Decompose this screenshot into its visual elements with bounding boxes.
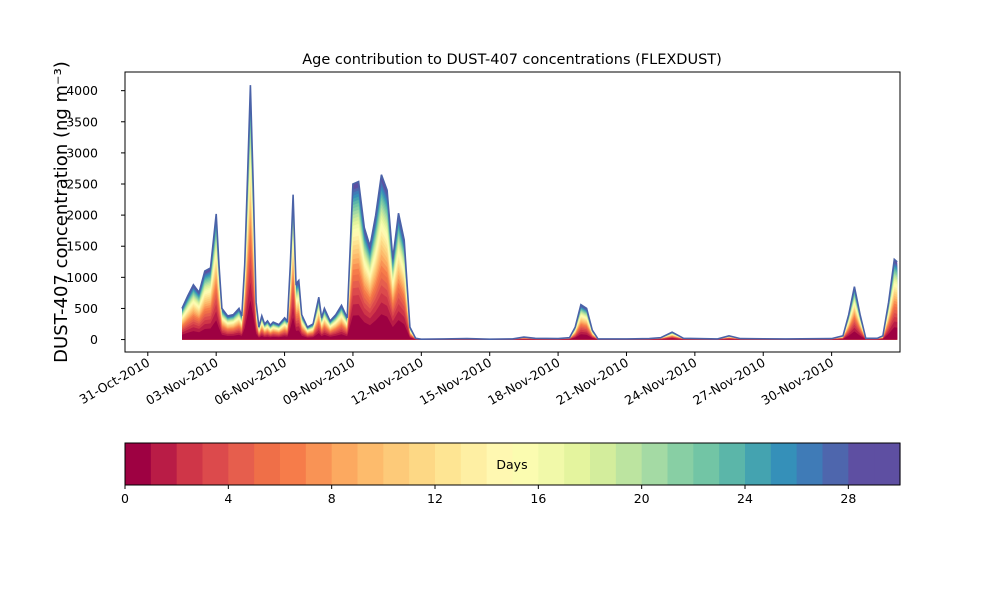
x-tick-label: 21-Nov-2010 bbox=[553, 355, 631, 408]
colorbar-swatch bbox=[719, 443, 746, 485]
colorbar-swatch bbox=[615, 443, 643, 485]
colorbar-swatch bbox=[512, 443, 539, 485]
colorbar-swatch bbox=[125, 443, 152, 485]
age-stacked-areas bbox=[182, 85, 898, 340]
colorbar-swatch bbox=[693, 443, 720, 485]
plot-frame bbox=[124, 71, 901, 353]
colorbar-swatch bbox=[848, 443, 875, 485]
colorbar-frame bbox=[124, 442, 901, 486]
colorbar-swatch bbox=[409, 443, 436, 485]
colorbar-swatch bbox=[564, 443, 591, 485]
colorbar-swatch bbox=[331, 443, 359, 485]
colorbar-swatch bbox=[796, 443, 824, 485]
colorbar-swatch bbox=[486, 443, 514, 485]
y-tick-label: 2500 bbox=[66, 177, 98, 192]
y-tick-label: 3000 bbox=[66, 145, 98, 160]
colorbar-swatch bbox=[202, 443, 229, 485]
colorbar-tick-label: 4 bbox=[224, 491, 232, 506]
colorbar-swatch bbox=[822, 443, 849, 485]
colorbar-tick-label: 0 bbox=[121, 491, 129, 506]
colorbar-tick-label: 16 bbox=[530, 491, 546, 506]
colorbar-swatch bbox=[667, 443, 694, 485]
colorbar-swatch bbox=[254, 443, 281, 485]
colorbar-tick-label: 28 bbox=[840, 491, 856, 506]
colorbar-swatch bbox=[590, 443, 617, 485]
colorbar-swatch bbox=[641, 443, 669, 485]
colorbar: 0 4 8 12 16 20 24 28 bbox=[121, 442, 901, 506]
x-tick-label: 12-Nov-2010 bbox=[348, 355, 426, 408]
colorbar-tick-label: 12 bbox=[427, 491, 443, 506]
y-tick-label: 0 bbox=[90, 332, 98, 347]
colorbar-swatch bbox=[383, 443, 410, 485]
colorbar-swatch bbox=[745, 443, 772, 485]
y-tick-label: 2000 bbox=[66, 208, 98, 223]
total-line-group bbox=[181, 85, 898, 341]
y-axis-label: DUST-407 concentration (ng m⁻³) bbox=[51, 61, 72, 363]
colorbar-swatch bbox=[176, 443, 204, 485]
colorbar-swatch bbox=[280, 443, 307, 485]
x-tick-label: 15-Nov-2010 bbox=[417, 355, 495, 408]
age-band-area-0 bbox=[182, 300, 898, 340]
colorbar-swatch bbox=[357, 443, 384, 485]
chart-title: Age contribution to DUST-407 concentrati… bbox=[302, 52, 722, 68]
x-tick-label: 06-Nov-2010 bbox=[212, 355, 290, 408]
colorbar-swatch bbox=[874, 443, 901, 485]
colorbar-swatch bbox=[435, 443, 462, 485]
x-tick-label: 31-Oct-2010 bbox=[77, 355, 153, 407]
colorbar-swatch bbox=[538, 443, 565, 485]
x-tick-label: 30-Nov-2010 bbox=[759, 355, 837, 408]
x-tick-label: 18-Nov-2010 bbox=[485, 355, 563, 408]
y-tick-label: 3500 bbox=[66, 114, 98, 129]
y-tick-label: 500 bbox=[74, 301, 98, 316]
colorbar-tick-label: 20 bbox=[634, 491, 650, 506]
x-tick-label: 24-Nov-2010 bbox=[622, 355, 700, 408]
colorbar-swatch bbox=[228, 443, 255, 485]
y-tick-label: 1500 bbox=[66, 239, 98, 254]
y-axis: 0 500 1000 1500 2000 2500 3000 3500 4000 bbox=[66, 83, 125, 347]
y-tick-label: 1000 bbox=[66, 270, 98, 285]
total-concentration-line bbox=[181, 85, 898, 341]
y-tick-label: 4000 bbox=[66, 83, 98, 98]
colorbar-label: Days bbox=[496, 457, 527, 472]
colorbar-swatch bbox=[460, 443, 488, 485]
x-tick-label: 27-Nov-2010 bbox=[690, 355, 768, 408]
x-axis: 31-Oct-201003-Nov-201006-Nov-201009-Nov-… bbox=[77, 352, 837, 408]
colorbar-swatch bbox=[305, 443, 333, 485]
colorbar-tick-label: 24 bbox=[737, 491, 753, 506]
colorbar-swatch bbox=[150, 443, 178, 485]
colorbar-tick-label: 8 bbox=[328, 491, 336, 506]
colorbar-swatch bbox=[770, 443, 798, 485]
x-tick-label: 09-Nov-2010 bbox=[280, 355, 358, 408]
x-tick-label: 03-Nov-2010 bbox=[143, 355, 221, 408]
